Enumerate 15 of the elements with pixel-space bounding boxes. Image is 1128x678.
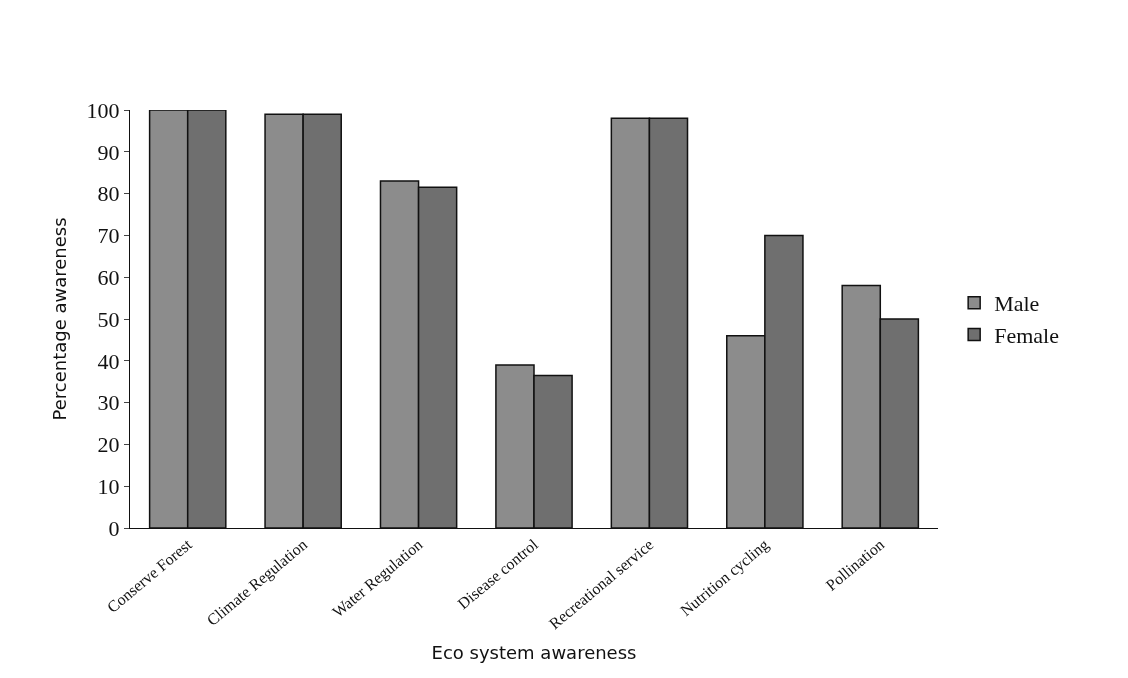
y-tick-label: 60 [97,264,120,290]
y-tick-label: 100 [86,97,120,123]
legend-label: Female [994,322,1059,348]
y-tick-label: 80 [97,181,120,207]
y-tick-label: 20 [97,432,120,458]
y-tick-label: 0 [108,515,120,541]
y-tick-label: 10 [97,473,120,499]
y-tick-label: 90 [97,139,120,165]
x-axis-title: Eco system awareness [431,642,637,664]
y-tick-label: 30 [97,390,120,416]
legend-label: Male [994,291,1040,317]
y-tick-label: 50 [97,306,120,332]
y-axis-title: Percentage awareness [48,217,70,421]
y-tick-label: 70 [97,223,120,249]
y-tick-label: 40 [97,348,120,374]
